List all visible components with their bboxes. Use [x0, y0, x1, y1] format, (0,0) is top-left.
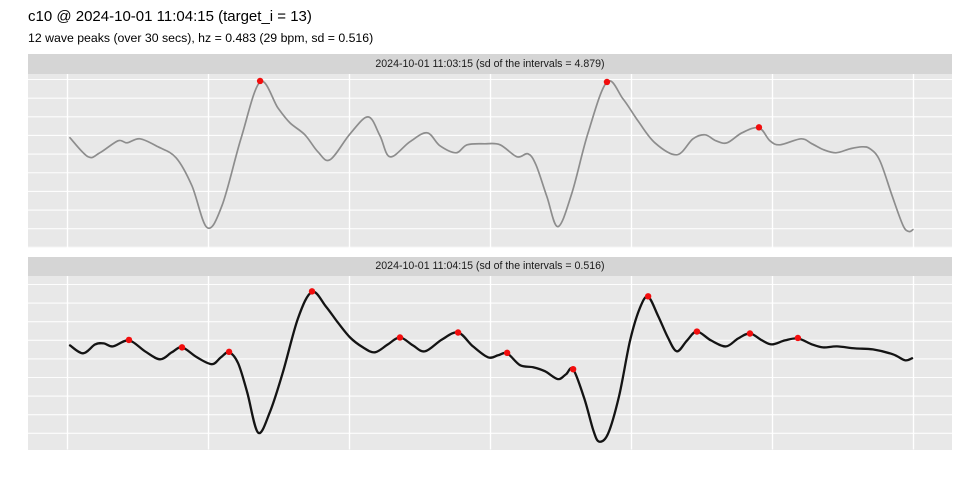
peak-marker: [503, 349, 511, 357]
peak-marker: [644, 293, 652, 300]
peak-marker: [125, 336, 133, 344]
strip-label-top: 2024-10-01 11:03:15 (sd of the intervals…: [28, 54, 952, 74]
strip-label-bottom: 2024-10-01 11:04:15 (sd of the intervals…: [28, 256, 952, 276]
waveform-top-svg: [28, 73, 952, 248]
peak-marker: [746, 330, 754, 337]
wave-line: [69, 79, 914, 232]
peak-marker: [396, 334, 404, 341]
peak-marker: [693, 328, 701, 335]
peak-marker: [454, 329, 462, 336]
panel-top: 2024-10-01 11:03:15 (sd of the intervals…: [28, 54, 952, 248]
peak-marker: [308, 288, 316, 295]
plot-area-bottom: [28, 276, 952, 450]
panel-bottom: 2024-10-01 11:04:15 (sd of the intervals…: [28, 256, 952, 450]
page-subtitle: 12 wave peaks (over 30 secs), hz = 0.483…: [28, 31, 374, 45]
plot-area-top: [28, 73, 952, 248]
waveform-bottom-svg: [28, 276, 952, 450]
peak-marker: [603, 78, 611, 85]
peak-marker: [794, 334, 802, 342]
peak-marker: [755, 123, 763, 131]
peak-marker: [225, 348, 233, 356]
peak-marker: [256, 77, 264, 84]
peak-marker: [178, 344, 186, 351]
peak-marker: [569, 365, 577, 373]
page-title: c10 @ 2024-10-01 11:04:15 (target_i = 13…: [28, 8, 312, 25]
